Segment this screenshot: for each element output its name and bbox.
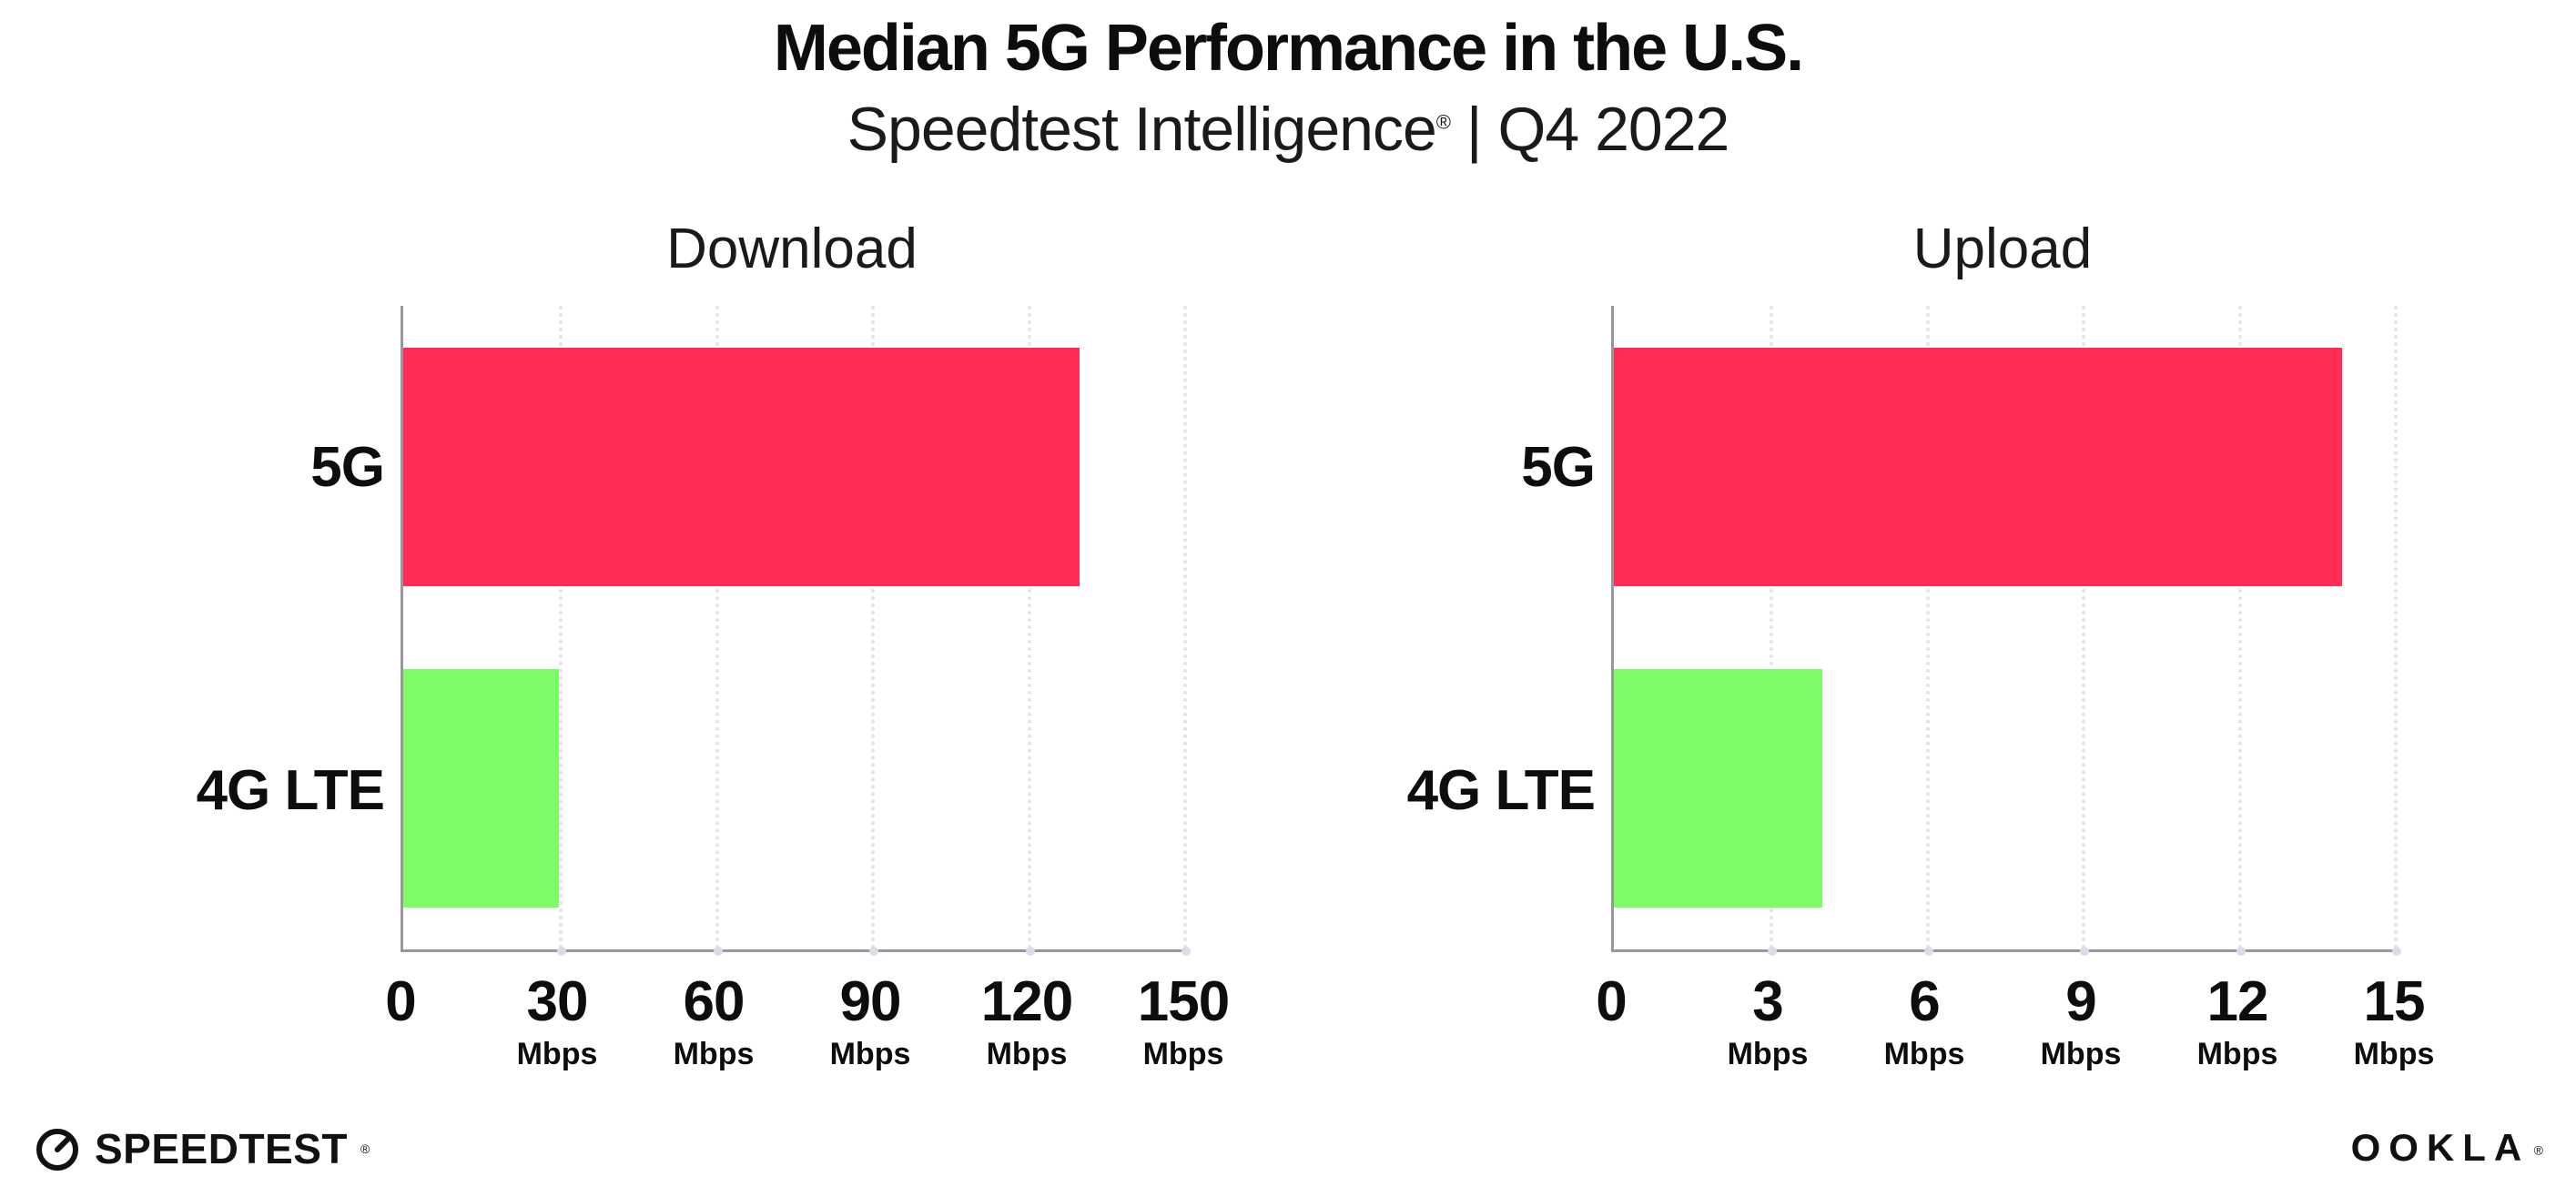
x-tick-value: 120 <box>980 970 1073 1033</box>
x-tick-value: 0 <box>385 970 416 1033</box>
speedtest-gauge-icon <box>36 1129 78 1171</box>
upload-bars <box>1614 306 2394 949</box>
x-tick-value: 3 <box>1752 970 1783 1033</box>
x-tick-value: 60 <box>683 970 745 1033</box>
category-label-5g: 5G <box>310 436 385 499</box>
download-chart: Download 5G 4G LTE 0 30 Mbps 60 Mbps 90 Mbps 12… <box>127 217 1231 1127</box>
ookla-logo: OOKLA ® <box>2351 1126 2543 1170</box>
bar-5g-upload <box>1614 347 2342 586</box>
x-tick-unit: Mbps <box>1727 1037 1809 1072</box>
x-tick-unit: Mbps <box>2040 1037 2122 1072</box>
x-tick: 30 Mbps <box>517 972 598 1072</box>
x-tick: 9 Mbps <box>2041 972 2122 1072</box>
category-label-4g-lte: 4G LTE <box>1406 759 1596 822</box>
category-row: 5G <box>1338 306 1611 629</box>
x-tick: 150 Mbps <box>1137 970 1230 1072</box>
gridline <box>1025 306 1035 956</box>
x-tick-unit: Mbps <box>2196 1037 2278 1072</box>
upload-x-axis-ticks: 0 3 Mbps 6 Mbps 9 Mbps 12 Mbps 15 Mbps <box>1596 952 2434 1116</box>
gridline <box>2080 306 2090 956</box>
x-tick-unit: Mbps <box>1883 1037 1965 1072</box>
category-row: 4G LTE <box>127 629 401 952</box>
x-tick: 3 Mbps <box>1728 972 1809 1072</box>
subtitle-period: | Q4 2022 <box>1450 95 1729 164</box>
x-tick-value: 90 <box>839 970 902 1033</box>
ookla-wordmark: OOKLA <box>2350 1126 2530 1169</box>
bar-row <box>1614 306 2394 628</box>
category-label-4g-lte: 4G LTE <box>196 759 385 822</box>
x-tick: 90 Mbps <box>830 972 911 1072</box>
speedtest-wordmark: SPEEDTEST <box>95 1125 349 1172</box>
bar-row <box>1614 628 2394 950</box>
x-tick: 15 Mbps <box>2354 972 2435 1072</box>
ookla-registered-icon: ® <box>2533 1142 2543 1158</box>
chart-title-upload: Upload <box>1912 218 2093 280</box>
page-subtitle: Speedtest Intelligence® | Q4 2022 <box>0 89 2576 169</box>
gridline <box>869 306 879 956</box>
download-category-labels: 5G 4G LTE <box>127 306 401 952</box>
x-tick-unit: Mbps <box>2353 1037 2435 1072</box>
category-row: 5G <box>127 306 401 629</box>
x-tick-value: 15 <box>2363 970 2426 1033</box>
x-tick-unit: Mbps <box>673 1037 755 1072</box>
bar-row <box>403 628 1183 950</box>
gridline <box>2392 306 2401 956</box>
x-tick-value: 0 <box>1596 970 1627 1033</box>
x-tick-value: 30 <box>526 970 589 1033</box>
registered-mark-icon: ® <box>1435 110 1451 134</box>
upload-chart: Upload 5G 4G LTE 0 3 Mbps 6 Mbps 9 Mbps 12 Mbps 1… <box>1338 217 2435 1127</box>
gridline <box>1923 306 1933 956</box>
speedtest-registered-icon: ® <box>360 1141 370 1156</box>
gridline <box>2236 306 2246 956</box>
bar-4g-lte-download <box>403 669 560 908</box>
subtitle-product: Speedtest Intelligence <box>847 95 1437 164</box>
bar-5g-download <box>403 347 1080 586</box>
x-tick: 12 Mbps <box>2197 972 2278 1072</box>
x-tick: 0 <box>385 970 416 1033</box>
x-tick-value: 12 <box>2206 970 2269 1033</box>
category-row: 4G LTE <box>1338 629 1611 952</box>
x-tick: 0 <box>1596 970 1627 1033</box>
x-tick-unit: Mbps <box>516 1037 598 1072</box>
bar-row <box>403 306 1183 628</box>
gridline <box>713 306 723 956</box>
speedtest-logo: SPEEDTEST ® <box>33 1124 370 1173</box>
category-label-5g: 5G <box>1521 436 1596 499</box>
upload-chart-body: 5G 4G LTE <box>1338 306 2401 956</box>
bar-4g-lte-upload <box>1614 669 1822 908</box>
x-tick: 6 Mbps <box>1884 972 1965 1072</box>
x-tick: 60 Mbps <box>674 972 755 1072</box>
download-bars <box>403 306 1183 949</box>
download-x-axis-ticks: 0 30 Mbps 60 Mbps 90 Mbps 120 Mbps 150 Mbps <box>385 952 1230 1116</box>
upload-category-labels: 5G 4G LTE <box>1338 306 1611 952</box>
page-title: Median 5G Performance in the U.S. <box>773 12 1804 85</box>
x-tick-unit: Mbps <box>1142 1037 1224 1072</box>
gridline <box>1768 306 1778 956</box>
gridline <box>1182 306 1191 956</box>
chart-title-download: Download <box>666 218 918 280</box>
x-tick-unit: Mbps <box>986 1037 1068 1072</box>
upload-plot-area <box>1611 306 2401 956</box>
x-tick-value: 150 <box>1137 970 1230 1033</box>
x-tick: 120 Mbps <box>980 970 1073 1072</box>
gridline <box>557 306 567 956</box>
x-tick-unit: Mbps <box>829 1037 911 1072</box>
download-plot-area <box>401 306 1191 956</box>
download-chart-body: 5G 4G LTE <box>127 306 1191 956</box>
x-tick-value: 9 <box>2065 970 2096 1033</box>
x-tick-value: 6 <box>1909 970 1940 1033</box>
chart-header: Median 5G Performance in the U.S. Speedt… <box>0 7 2576 169</box>
